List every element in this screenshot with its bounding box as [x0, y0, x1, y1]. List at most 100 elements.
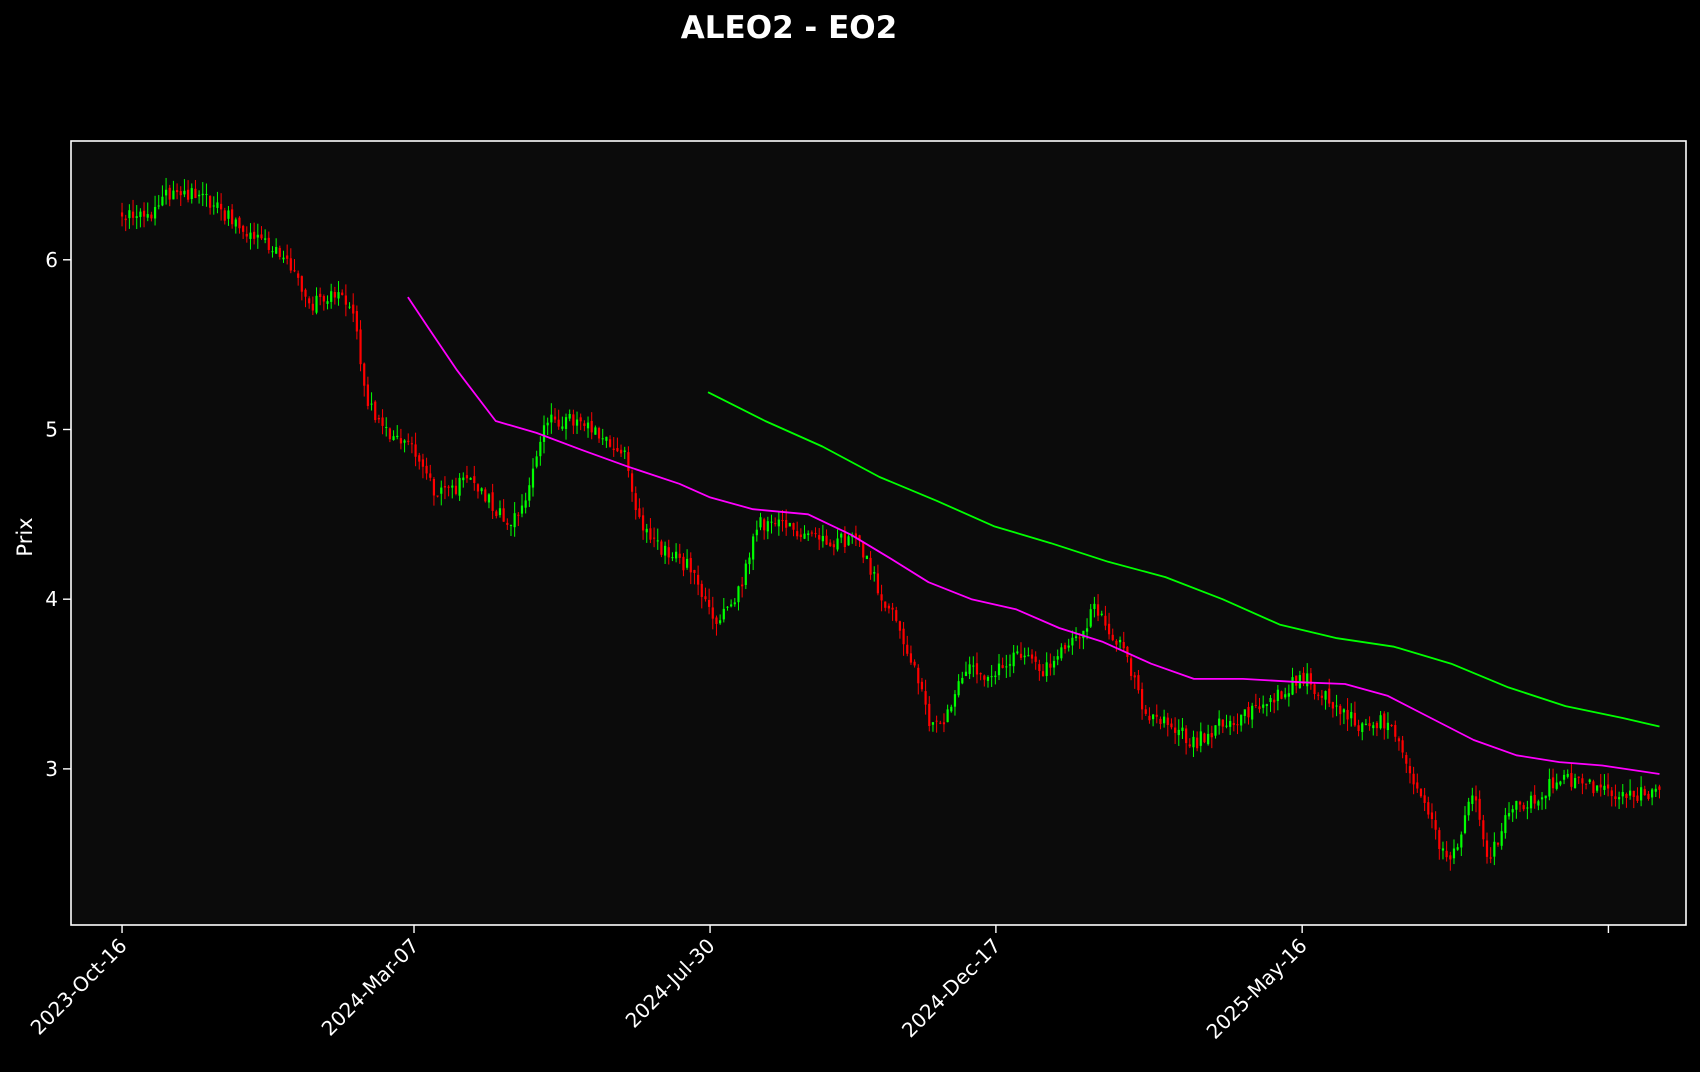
candle-down — [142, 202, 146, 228]
candle-up — [972, 656, 975, 678]
candle-up — [1386, 712, 1390, 739]
candle-up — [1342, 708, 1346, 725]
candle-down — [175, 183, 179, 200]
candle-down — [1658, 784, 1661, 799]
candle-up — [1452, 839, 1456, 865]
candle-down — [898, 620, 902, 639]
candle-down — [242, 224, 245, 239]
candle-up — [135, 205, 138, 230]
candle-down — [476, 483, 480, 499]
candle-down — [825, 529, 828, 546]
candle-down — [465, 465, 469, 483]
candle-down — [410, 436, 414, 454]
candle-up — [1364, 718, 1368, 726]
candle-down — [1346, 698, 1349, 731]
candle-up — [264, 229, 267, 244]
candle-up — [1152, 713, 1155, 727]
candle-up — [946, 704, 949, 723]
y-tick-label: 6 — [45, 248, 58, 272]
candle-up — [1573, 773, 1577, 789]
candle-down — [1485, 832, 1489, 864]
candle-down — [1126, 645, 1129, 663]
candle-up — [1504, 807, 1507, 839]
candle-up — [755, 520, 758, 542]
candle-down — [1357, 719, 1360, 737]
candle-up — [256, 223, 259, 249]
candle-up — [396, 425, 399, 440]
candle-down — [300, 275, 303, 301]
candle-up — [546, 417, 549, 436]
candle-up — [1085, 618, 1089, 640]
candle-down — [429, 464, 432, 482]
candle-up — [770, 514, 773, 534]
candle-up — [1229, 715, 1232, 736]
candle-down — [942, 713, 946, 733]
candle-up — [961, 671, 964, 685]
chart-title: ALEO2 - EO2 — [681, 10, 897, 46]
candle-up — [674, 543, 678, 563]
candle-down — [1625, 792, 1628, 808]
candle-down — [1416, 773, 1419, 793]
y-tick-label: 4 — [45, 587, 58, 611]
candle-up — [1324, 690, 1327, 710]
candle-down — [1401, 735, 1404, 759]
candle-down — [220, 193, 223, 221]
candle-up — [462, 472, 465, 488]
candle-down — [1449, 851, 1452, 871]
candle-up — [1265, 703, 1268, 717]
candle-up — [282, 250, 285, 263]
candle-down — [168, 184, 171, 207]
candle-down — [381, 409, 384, 435]
candle-down — [1144, 704, 1147, 716]
candle-down — [920, 677, 924, 692]
candle-down — [1107, 612, 1111, 640]
candle-down — [418, 452, 421, 470]
candle-down — [884, 601, 887, 612]
candle-up — [1640, 776, 1643, 807]
candle-down — [909, 645, 913, 665]
candle-down — [1581, 773, 1584, 795]
candle-up — [249, 223, 252, 250]
candle-down — [869, 551, 872, 580]
candle-down — [1397, 736, 1401, 751]
candle-down — [304, 288, 307, 308]
candle-up — [1306, 663, 1309, 695]
candle-up — [575, 411, 579, 434]
series-line-ma-slow — [707, 391, 1660, 728]
candle-up — [330, 283, 333, 309]
candle-up — [663, 541, 667, 564]
candle-up — [1276, 685, 1279, 711]
candle-down — [495, 509, 498, 519]
candle-up — [385, 417, 388, 437]
candle-down — [1438, 827, 1441, 860]
candle-up — [719, 614, 722, 625]
candle-down — [1317, 692, 1320, 701]
candle-up — [1262, 695, 1265, 714]
candle-down — [553, 408, 557, 424]
candle-down — [267, 231, 270, 254]
candle-up — [183, 179, 186, 198]
candle-down — [979, 672, 982, 681]
candle-up — [1177, 719, 1180, 746]
candle-up — [1463, 806, 1467, 835]
candle-down — [245, 226, 248, 243]
candle-down — [913, 659, 916, 668]
candle-up — [1067, 638, 1070, 652]
candle-down — [231, 204, 234, 229]
candle-down — [1482, 814, 1485, 847]
candle-down — [619, 444, 623, 458]
moving-averages-layer — [407, 296, 1660, 775]
candle-up — [275, 238, 278, 255]
candle-up — [451, 479, 454, 499]
candle-down — [1551, 768, 1555, 794]
candle-up — [1207, 724, 1210, 746]
candle-down — [880, 584, 883, 612]
candle-down — [1188, 738, 1191, 749]
candle-up — [1008, 654, 1012, 677]
candle-down — [935, 715, 938, 733]
candle-up — [1562, 769, 1566, 785]
plot-frame — [70, 140, 1687, 926]
candle-up — [1595, 785, 1599, 793]
candle-up — [645, 523, 648, 543]
candle-down — [1445, 841, 1448, 862]
